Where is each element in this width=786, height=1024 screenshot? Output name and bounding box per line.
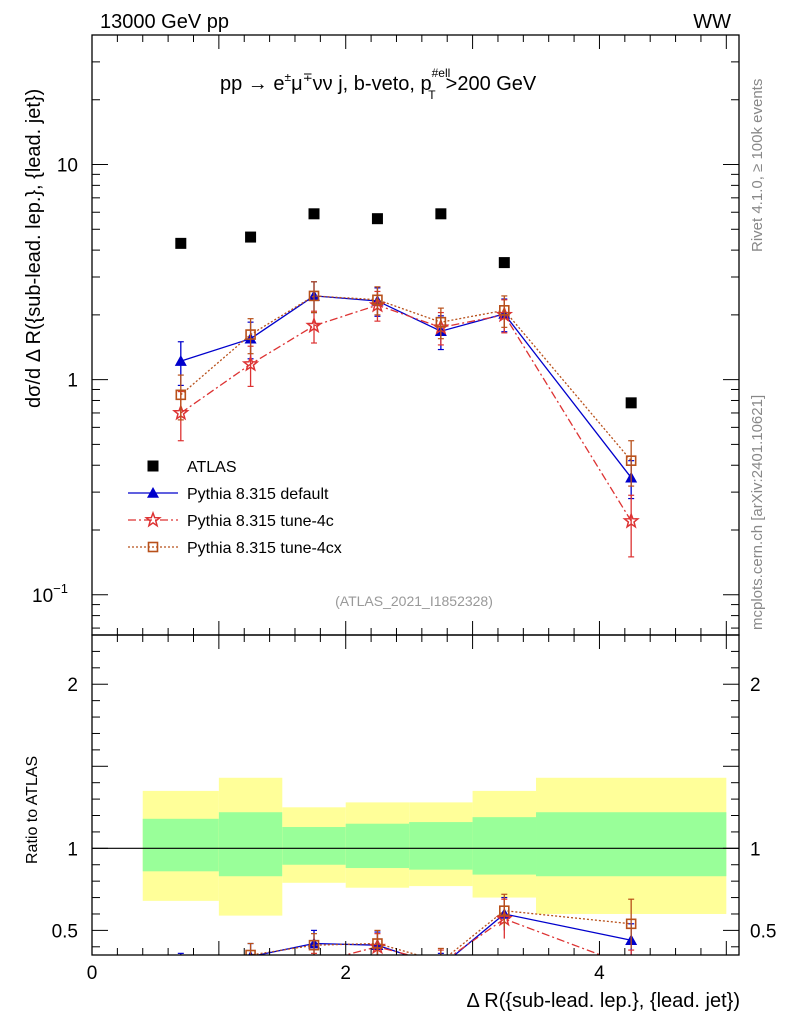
series-2-point (175, 389, 187, 401)
ratio-band-inner (282, 827, 346, 865)
series-0-ratio-point (175, 960, 187, 971)
legend-marker (144, 510, 162, 528)
energy-label: 13000 GeV pp (100, 11, 229, 33)
axes: 0 2 4 10−1 1 10 0.5 0.5 1 1 2 2 (32, 34, 776, 984)
y-axis-label: dσ/d Δ R({sub-lead. lep.}, {lead. jet}) (23, 89, 45, 408)
series-2-ratio-point (176, 975, 185, 984)
rivet-label: Rivet 4.1.0, ≥ 100k events (749, 79, 766, 252)
title-prefix: pp → e (220, 73, 284, 95)
x-tick-label: 0 (87, 963, 98, 984)
y-tick-label: 10−1 (32, 581, 68, 607)
series-1-ratio-point (440, 954, 442, 955)
series-1-point (241, 355, 260, 372)
series-2-ratio-point (245, 949, 256, 955)
ratio-band-inner (345, 823, 410, 869)
legend-label: Pythia 8.315 tune-4c (187, 513, 334, 530)
data-point (371, 213, 383, 225)
title-mp: ∓ (303, 70, 313, 84)
data-point (308, 208, 320, 220)
data-point (498, 257, 510, 269)
ratio-y-tick-label-right: 1 (750, 839, 761, 860)
series-2-point (308, 290, 320, 302)
ratio-y-tick-label-right: 0.5 (750, 921, 776, 942)
ratio-band-inner (536, 812, 727, 877)
y-tick-label: 1 (67, 371, 78, 392)
series-1-ratio-point (625, 960, 638, 973)
y-tick-label: 10 (57, 156, 78, 177)
series-1-point (305, 316, 323, 334)
series-2-ratio-point (436, 957, 445, 966)
series-2-ratio-line (248, 910, 632, 955)
ratio-plot-marks (174, 893, 638, 992)
legend-marker (147, 460, 159, 472)
ratio-frame (91, 634, 740, 956)
legend-label: Pythia 8.315 tune-4cx (187, 540, 342, 557)
ratio-y-tick-label-left: 2 (67, 675, 78, 696)
series-2-ratio-point (372, 938, 383, 949)
legend-label: Pythia 8.315 default (187, 486, 329, 503)
ratio-y-tick-label-left: 0.5 (52, 921, 78, 942)
series-2-point (245, 329, 256, 340)
main-plot-marks (172, 208, 640, 558)
ratio-y-tick-label-right: 2 (750, 675, 761, 696)
x-tick-label: 2 (340, 963, 351, 984)
series-1-ratio-point (244, 963, 257, 976)
analysis-id: (ATLAS_2021_I1852328) (335, 593, 493, 609)
plot-title: pp → e±μ∓νν j, b-veto, p#ell T >200 GeV (220, 66, 537, 102)
ratio-y-axis-label: Ratio to ATLAS (24, 756, 41, 864)
title-suffix: >200 GeV (446, 73, 537, 95)
title-sub: T (428, 88, 436, 102)
title-mu: μ (291, 73, 303, 95)
ratio-band-inner (472, 817, 537, 875)
series-2-ratio-point (625, 918, 637, 930)
data-point (625, 397, 637, 409)
data-point (245, 231, 257, 243)
legend: ATLAS Pythia 8.315 default Pythia 8.315 tu… (128, 459, 342, 557)
series-2-point (625, 455, 637, 466)
x-tick-label: 4 (594, 963, 605, 984)
data-point (175, 237, 187, 249)
mcplots-label: mcplots.cern.ch [arXiv:2401.10621] (749, 395, 766, 630)
legend-marker (147, 541, 159, 553)
legend-label: ATLAS (187, 459, 237, 476)
ratio-y-tick-label-left: 1 (67, 839, 78, 860)
title-sup: #ell (432, 66, 451, 80)
ratio-band-inner (142, 818, 219, 872)
series-2-line (180, 295, 632, 462)
series-1-point (622, 511, 640, 529)
series-0-point (174, 355, 187, 366)
series-2-point (435, 316, 447, 328)
series-2-point (372, 294, 383, 306)
series-1-ratio-line (343, 918, 603, 955)
title-pm: ± (284, 70, 291, 84)
series-2-ratio-point (308, 939, 320, 951)
data-point (435, 208, 447, 220)
legend-marker (147, 487, 159, 498)
ratio-band-inner (218, 812, 283, 877)
x-axis-label: Δ R({sub-lead. lep.}, {lead. jet}) (466, 990, 740, 1012)
series-0-ratio-point (435, 960, 447, 971)
series-0-ratio-line (255, 913, 632, 955)
series-1-ratio-point (313, 954, 315, 955)
ratio-band-inner (409, 822, 473, 870)
ratio-uncertainty-bands (92, 777, 739, 916)
process-label: WW (693, 11, 731, 33)
series-1-ratio-point (174, 979, 187, 992)
title-rest: νν j, b-veto, p (313, 73, 432, 95)
series-2-ratio-point (499, 905, 510, 916)
series-2-point (499, 305, 510, 316)
